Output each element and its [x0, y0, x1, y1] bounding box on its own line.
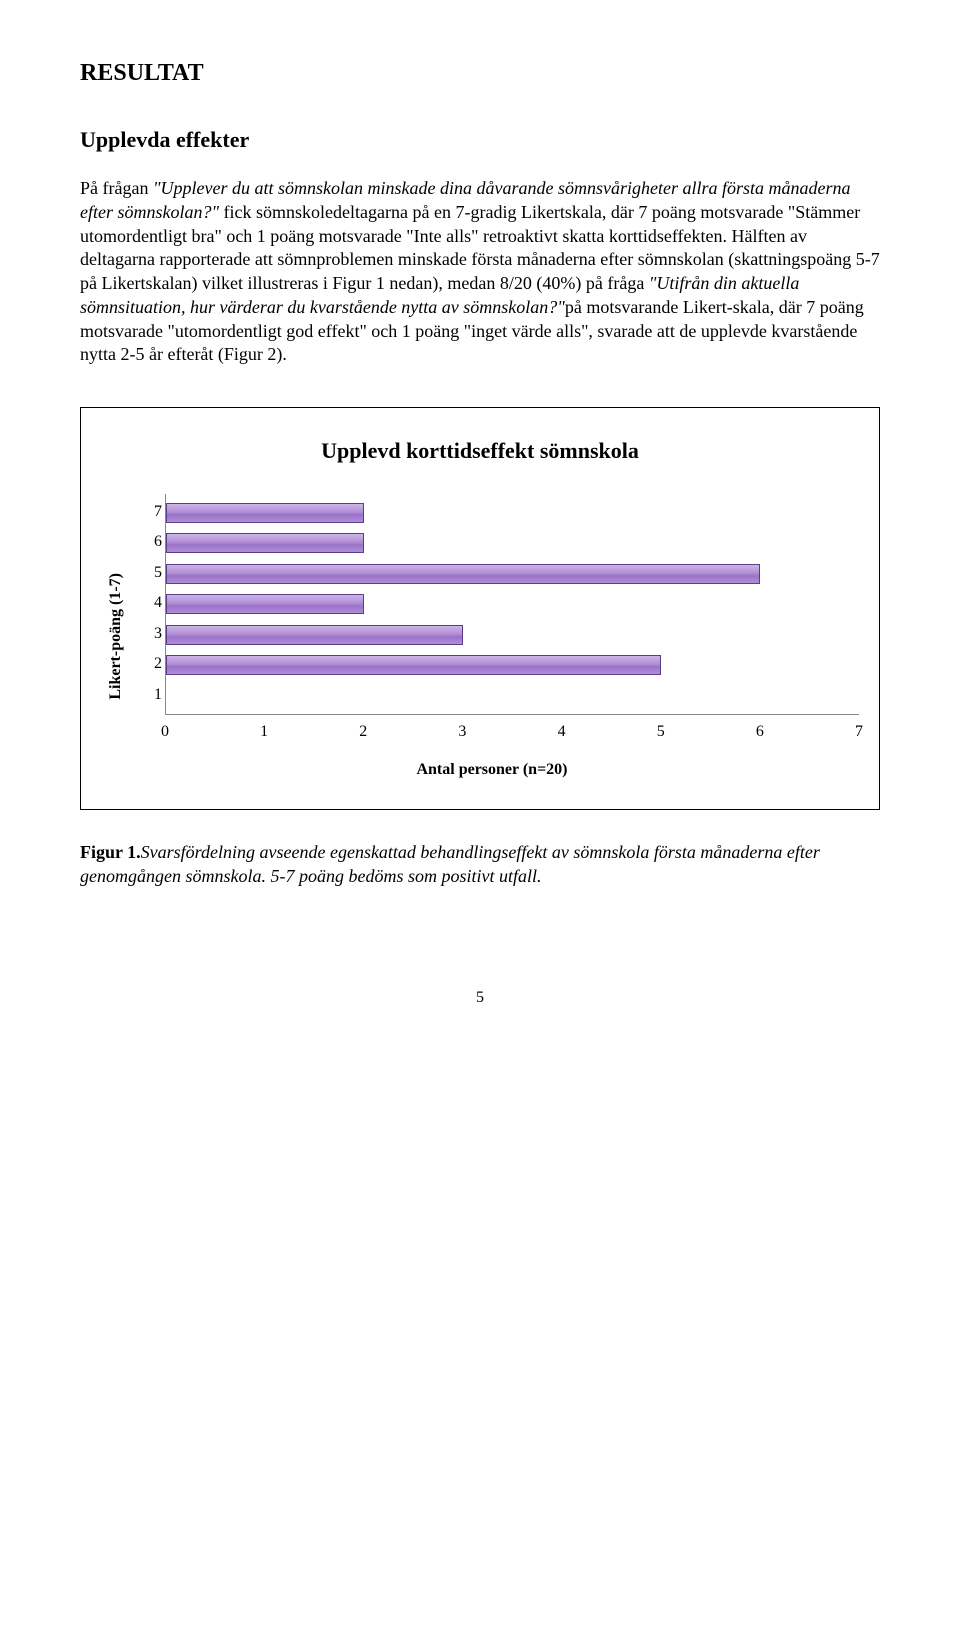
bar-row: 2 — [166, 653, 859, 677]
bar-row: 5 — [166, 562, 859, 586]
x-axis-label: Antal personer (n=20) — [125, 761, 859, 779]
x-tick-label: 0 — [161, 723, 169, 741]
x-tick-label: 6 — [756, 723, 764, 741]
bar — [166, 655, 661, 675]
y-tick-label: 5 — [138, 564, 162, 582]
y-tick-label: 1 — [138, 686, 162, 704]
x-tick-label: 2 — [359, 723, 367, 741]
chart-body: Likert-poäng (1-7) 7654321 01234567 Anta… — [101, 494, 859, 779]
page-number: 5 — [80, 989, 880, 1007]
bar — [166, 503, 364, 523]
y-tick-label: 7 — [138, 503, 162, 521]
bar — [166, 625, 463, 645]
x-tick-label: 5 — [657, 723, 665, 741]
x-tick-label: 1 — [260, 723, 268, 741]
chart-title: Upplevd korttidseffekt sömnskola — [101, 438, 859, 464]
section-title: RESULTAT — [80, 60, 880, 87]
figure-caption: Figur 1.Svarsfördelning avseende egenska… — [80, 840, 880, 889]
bar-row: 6 — [166, 531, 859, 555]
bar-row: 3 — [166, 623, 859, 647]
y-tick-label: 4 — [138, 594, 162, 612]
x-tick-label: 3 — [458, 723, 466, 741]
bar-row: 4 — [166, 592, 859, 616]
bar — [166, 594, 364, 614]
y-tick-label: 2 — [138, 655, 162, 673]
y-axis-label: Likert-poäng (1-7) — [101, 573, 125, 700]
bar — [166, 564, 760, 584]
plot-area: 7 6 5 4 3 2 1 — [165, 494, 859, 715]
bar-row: 1 — [166, 684, 859, 708]
x-axis: 01234567 — [165, 723, 859, 751]
chart-container: Upplevd korttidseffekt sömnskola Likert-… — [80, 407, 880, 810]
bar-row: 7 — [166, 501, 859, 525]
x-tick-label: 4 — [558, 723, 566, 741]
bar — [166, 533, 364, 553]
body-paragraph: På frågan "Upplever du att sömnskolan mi… — [80, 177, 880, 367]
subheading: Upplevda effekter — [80, 127, 880, 153]
x-tick-label: 7 — [855, 723, 863, 741]
y-tick-label: 3 — [138, 625, 162, 643]
y-tick-label: 6 — [138, 533, 162, 551]
